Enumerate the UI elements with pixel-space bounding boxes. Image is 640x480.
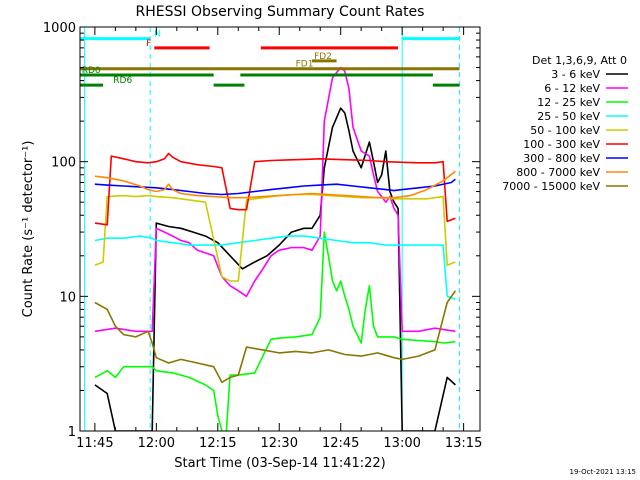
series-line (94, 178, 456, 196)
series-line (94, 170, 456, 199)
legend-label: 25 - 50 keV (537, 110, 600, 123)
x-tick-label: 11:45 (76, 436, 113, 451)
plot-border (79, 26, 481, 432)
legend-title: Det 1,3,6,9, Att 0 (532, 54, 627, 67)
x-tick-label: 13:00 (383, 436, 420, 451)
series-line (94, 66, 456, 333)
legend-label: 300 - 800 keV (523, 152, 600, 165)
x-tick-label: 12:15 (199, 436, 236, 451)
legend-label: 3 - 6 keV (551, 68, 600, 81)
x-tick-label: 12:45 (322, 436, 359, 451)
y-tick-label: 1000 (43, 21, 76, 36)
footer-date: 19-Oct-2021 13:15 (570, 468, 636, 476)
legend-label: 800 - 7000 keV (516, 166, 600, 179)
flag-label: RD0 (82, 66, 101, 76)
x-tick-label: 13:15 (445, 436, 482, 451)
series-line (94, 193, 456, 282)
plot-frame: 1 10 100 1000 11:45 12:00 12:15 12:30 12:45 13:00… (43, 21, 482, 451)
chart-title: RHESSI Observing Summary Count Rates (136, 4, 425, 20)
y-tick-label: 100 (51, 156, 76, 171)
legend-label: 50 - 100 keV (530, 124, 600, 137)
series-line (94, 235, 456, 301)
legend-label: 100 - 300 keV (523, 138, 600, 151)
series-lines (84, 27, 461, 431)
flag-label: F (146, 39, 151, 49)
flag-label: N (154, 30, 161, 40)
y-axis-label: Count Rate (s⁻¹ detector⁻¹) (21, 141, 36, 318)
flag-label: RD6 (113, 76, 132, 86)
series-line (94, 107, 456, 431)
series-line (94, 231, 456, 431)
legend-label: 7000 - 15000 keV (502, 180, 600, 193)
flag-label: FD2 (314, 52, 332, 62)
legend-label: 12 - 25 keV (537, 96, 600, 109)
series-line (94, 290, 457, 384)
x-axis-label: Start Time (03-Sep-14 11:41:22) (174, 456, 385, 471)
flag-label: FD1 (296, 60, 314, 70)
legend-label: 6 - 12 keV (544, 82, 600, 95)
y-tick-label: 1 (68, 425, 76, 440)
series-line (94, 152, 456, 226)
x-tick-label: 12:00 (138, 436, 175, 451)
y-tick-label: 10 (59, 290, 76, 305)
x-tick-label: 12:30 (261, 436, 298, 451)
